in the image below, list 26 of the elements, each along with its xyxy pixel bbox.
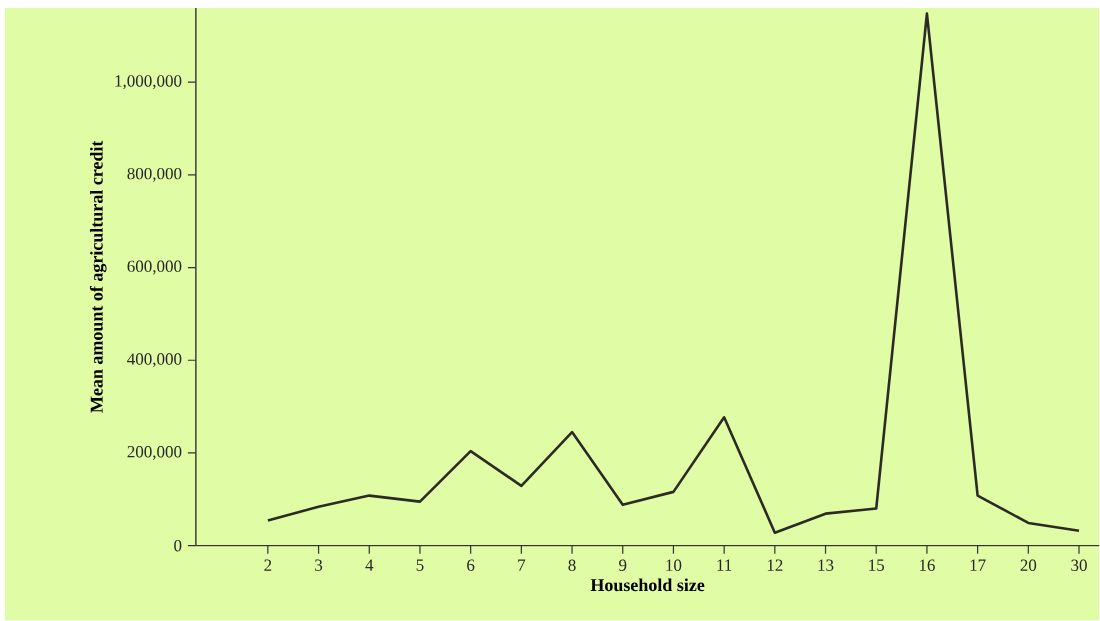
x-tick-label: 20 bbox=[1020, 559, 1037, 572]
x-tick-label: 7 bbox=[518, 559, 526, 571]
x-tick-label: 16 bbox=[919, 559, 935, 572]
x-tick-label: 15 bbox=[869, 559, 885, 572]
y-tick-label: 400,000 bbox=[127, 353, 182, 368]
x-tick-label: 4 bbox=[365, 559, 374, 571]
x-axis-title: Household size bbox=[590, 578, 705, 592]
y-tick-label: 1,000,000 bbox=[115, 75, 182, 90]
x-tick-label: 12 bbox=[767, 559, 783, 571]
x-tick-label: 9 bbox=[619, 559, 627, 572]
line-series bbox=[266, 12, 1081, 535]
x-tick-label: 6 bbox=[467, 559, 475, 572]
x-tick-label: 17 bbox=[970, 559, 986, 571]
x-tick-label: 13 bbox=[818, 559, 834, 572]
x-tick-label: 5 bbox=[416, 559, 424, 571]
x-tick-label: 2 bbox=[264, 559, 272, 571]
x-tick-label: 8 bbox=[568, 559, 576, 572]
x-tick-label: 30 bbox=[1071, 559, 1087, 572]
y-tick-label: 200,000 bbox=[127, 446, 182, 461]
x-tick-label: 11 bbox=[717, 559, 732, 571]
x-tick-label: 10 bbox=[666, 559, 682, 572]
y-tick-label: 600,000 bbox=[127, 260, 182, 275]
x-tick-label: 3 bbox=[315, 559, 323, 572]
y-axis-title: Mean amount of agricultural credit bbox=[89, 140, 107, 413]
y-tick-label: 0 bbox=[174, 540, 182, 552]
y-tick-label: 800,000 bbox=[127, 168, 182, 183]
